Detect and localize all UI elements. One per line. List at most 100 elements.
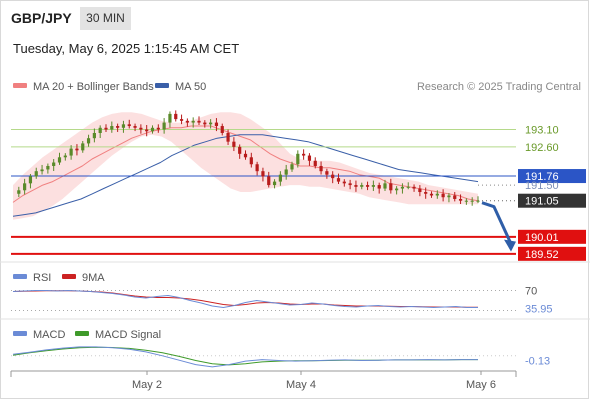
- support-label: 190.01: [525, 232, 559, 244]
- candle-body: [458, 198, 463, 201]
- candle-body: [400, 186, 405, 189]
- candle-body: [441, 193, 445, 198]
- legend-swatch-rsi: [13, 274, 27, 279]
- candle-body: [127, 124, 131, 127]
- candle-body: [319, 165, 323, 172]
- candle-body: [116, 126, 120, 128]
- legend-swatch-9ma: [62, 274, 76, 279]
- candle-body: [145, 129, 149, 132]
- candle-body: [69, 148, 73, 156]
- candle-body: [86, 138, 91, 144]
- candle-body: [162, 122, 166, 130]
- candle-body: [365, 185, 370, 187]
- candle-body: [121, 124, 126, 128]
- candle-body: [185, 120, 189, 123]
- candle-body: [360, 185, 364, 187]
- forecast-arrowhead: [504, 239, 516, 252]
- rsi-9ma-line: [12, 290, 478, 308]
- candle-body: [191, 120, 195, 123]
- candle-body: [395, 188, 399, 191]
- resistance-label: 193.10: [525, 125, 559, 137]
- symbol-title: GBP/JPY: [11, 10, 72, 26]
- x-tick-label: May 2: [132, 379, 162, 391]
- candle-body: [92, 132, 96, 139]
- legend-macd-label: MACD: [33, 329, 65, 341]
- candle-body: [110, 126, 114, 130]
- legend-ma50-label: MA 50: [175, 81, 206, 93]
- candle-body: [209, 122, 213, 125]
- candle-body: [81, 143, 85, 151]
- candle-body: [354, 185, 358, 187]
- rsi-panel: 70 35.95: [11, 286, 553, 316]
- resistance-label: 192.60: [525, 142, 559, 154]
- candle-body: [348, 183, 352, 186]
- candle-body: [255, 164, 259, 172]
- macd-signal-line: [12, 346, 478, 366]
- candle-body: [284, 169, 288, 175]
- candle-body: [220, 126, 224, 133]
- credit-text: Research © 2025 Trading Central: [417, 81, 581, 93]
- candle-body: [226, 132, 230, 142]
- forecast-arrow: [481, 201, 512, 243]
- support-label-box: [518, 246, 586, 261]
- candle-body: [447, 195, 451, 198]
- legend-swatch-ma20: [13, 83, 27, 88]
- candle-body: [429, 193, 434, 196]
- legend-9ma-label: 9MA: [82, 272, 105, 284]
- macd-value-label: -0.13: [525, 356, 550, 368]
- candle-body: [383, 183, 387, 189]
- candle-body: [325, 171, 329, 175]
- last-price-box: [518, 193, 586, 208]
- candle-body: [249, 157, 253, 165]
- candle-body: [40, 169, 44, 172]
- candle-body: [197, 120, 201, 123]
- candle-body: [412, 186, 416, 189]
- candle-body: [203, 122, 207, 125]
- candle-body: [28, 176, 33, 184]
- macd-line: [12, 346, 478, 368]
- macd-panel: -0.13: [11, 346, 550, 368]
- candle-body: [278, 174, 282, 182]
- candle-body: [307, 155, 312, 161]
- pivot-label-box: [518, 169, 586, 184]
- candle-body: [313, 160, 317, 166]
- candle-body: [57, 157, 62, 163]
- ma50-line: [12, 134, 479, 217]
- candle-body: [371, 185, 375, 187]
- candle-body: [435, 193, 439, 196]
- candle-body: [98, 127, 102, 133]
- legend-rsi-label: RSI: [33, 272, 51, 284]
- candle-body: [75, 148, 79, 151]
- candle-body: [470, 200, 474, 202]
- dotted-level-label: 191.50: [525, 180, 559, 192]
- candle-body: [261, 171, 265, 177]
- legend-swatch-macd: [13, 331, 27, 336]
- candle-body: [389, 183, 393, 191]
- candle-body: [272, 181, 277, 186]
- candle-body: [214, 122, 219, 127]
- candle-body: [63, 155, 67, 158]
- candle-body: [453, 195, 457, 199]
- candle-body: [296, 153, 300, 165]
- candle-body: [377, 185, 381, 189]
- last-price-label: 191.05: [525, 196, 559, 208]
- candle-body: [424, 192, 428, 194]
- ma20-line: [12, 125, 479, 203]
- candle-body: [290, 164, 294, 170]
- candle-body: [342, 181, 346, 184]
- candle-body: [133, 126, 137, 128]
- legend-swatch-macd-signal: [75, 331, 89, 336]
- candle-body: [464, 200, 468, 202]
- candle-body: [232, 141, 236, 147]
- candle-body: [46, 165, 50, 170]
- candle-body: [418, 188, 422, 193]
- candle-body: [238, 146, 242, 154]
- candle-body: [139, 127, 143, 130]
- x-tick-label: May 6: [466, 379, 496, 391]
- x-tick-label: May 4: [286, 379, 316, 391]
- interval-button[interactable]: 30 MIN: [80, 7, 131, 30]
- candle-body: [156, 127, 160, 130]
